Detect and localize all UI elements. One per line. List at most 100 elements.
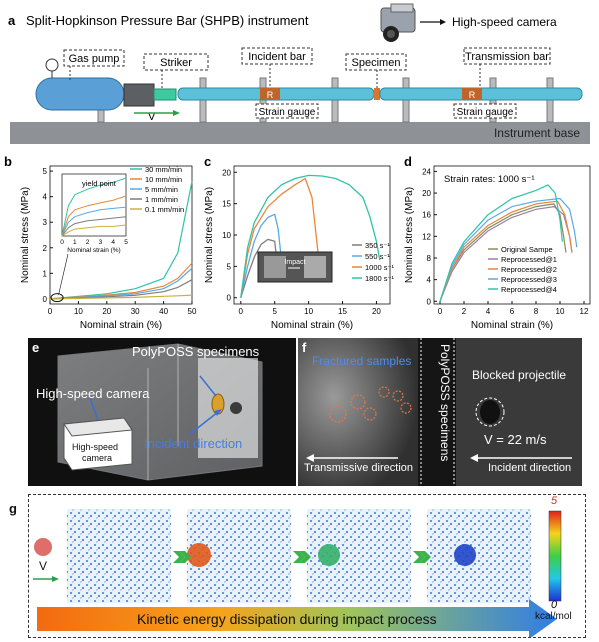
- velocity-label: V: [148, 111, 156, 123]
- transmission-bar-label: Transmission bar: [465, 51, 549, 63]
- x-tick-label: 20: [102, 307, 111, 316]
- y-tick-label: 0: [427, 297, 432, 306]
- y-tick-label: 12: [422, 232, 431, 241]
- series-line: [49, 267, 193, 300]
- striker-housing: [123, 83, 155, 107]
- snapshot-4: [427, 509, 531, 603]
- x-tick-label: 20: [372, 307, 381, 316]
- series-line: [49, 294, 193, 300]
- series-line: [439, 203, 567, 302]
- x-tick-label: 12: [580, 307, 589, 316]
- fractured-samples-label: Fractured samples: [312, 354, 412, 368]
- pressure-gauge-icon: [45, 58, 59, 72]
- y-tick-label: 4: [427, 276, 432, 285]
- panel-e: e PolyPOSS specimens High-speed camera H…: [28, 338, 296, 486]
- y-tick-label: 2: [43, 244, 48, 253]
- y-tick-label: 5: [227, 262, 232, 271]
- legend-label: Reprocessed@4: [501, 285, 557, 294]
- yield-point-annotation: yield point: [82, 179, 117, 188]
- series-line: [61, 206, 127, 237]
- y-axis-label: Nominal stress (MPa): [404, 187, 415, 283]
- camera-label: High-speed camera: [452, 15, 557, 29]
- x-tick-label: 5: [272, 307, 277, 316]
- legend-label: Reprocessed@2: [501, 265, 557, 274]
- x-axis-label: Nominal strain (%): [471, 320, 553, 331]
- chart-c: 0 5 10 15 20 0 5 10 15 20 Nominal strain (%) Nomina…: [204, 154, 394, 331]
- series-line: [61, 195, 127, 237]
- specimen-label: Specimen: [352, 57, 401, 69]
- projectile-ball: [230, 402, 242, 414]
- x-tick-label: 50: [188, 307, 197, 316]
- velocity-arrow-icon: [173, 110, 180, 116]
- panel-a-title: Split-Hopkinson Pressure Bar (SHPB) inst…: [26, 13, 309, 28]
- incident-arrow-icon: [214, 409, 222, 416]
- panel-a-letter: a: [8, 13, 16, 28]
- impact-photo-after: [304, 256, 326, 278]
- x-axis-label: Nominal strain (%): [80, 320, 162, 331]
- inset-x-axis-label: Nominal strain (%): [67, 247, 120, 254]
- y-tick-label: 3: [43, 218, 48, 227]
- legend-label: Reprocessed@1: [501, 255, 557, 264]
- strain-gauge-label-2: Strain gauge: [457, 107, 514, 118]
- gauge-mark-1: R: [267, 90, 274, 100]
- high-speed-camera-icon: [380, 3, 416, 42]
- legend-label: 1800 s⁻¹: [365, 274, 394, 283]
- x-tick-label: 10: [74, 307, 83, 316]
- incident-bar-label: Incident bar: [248, 51, 306, 63]
- zoom-pointer: [58, 253, 69, 296]
- legend-label: 1 mm/min: [145, 195, 178, 204]
- strain-gauge-1: [260, 88, 280, 100]
- incident-direction-label: Incident direction: [488, 462, 572, 474]
- panel-g-illustration: [33, 509, 562, 637]
- legend-label: 10 mm/min: [145, 175, 182, 184]
- colorbar-unit-label: kcal/mol: [535, 611, 572, 622]
- fracture-circles: [329, 386, 412, 423]
- y-tick-label: 1: [43, 269, 48, 278]
- x-tick-label: 40: [159, 307, 168, 316]
- inset-x-tick-label: 1: [73, 239, 77, 246]
- blocked-projectile-label: Blocked projectile: [472, 368, 567, 382]
- energy-arrow: [37, 599, 557, 637]
- incident-direction-label: Incident direction: [144, 436, 243, 451]
- y-axis-label: Nominal stress (MPa): [204, 187, 215, 283]
- panel-f: f Fractured samples PolyPOSS specimens B…: [298, 338, 582, 486]
- velocity-label: V: [39, 559, 48, 573]
- camera-box-line1: High-speed: [72, 442, 119, 452]
- x-axis-label: Nominal strain (%): [271, 320, 353, 331]
- y-tick-label: 24: [422, 167, 431, 176]
- panel-f-letter: f: [302, 340, 307, 355]
- specimens-label: PolyPOSS specimens: [132, 344, 260, 359]
- colorbar: [548, 510, 562, 602]
- energy-caption: Kinetic energy dissipation during impact…: [137, 611, 437, 627]
- y-tick-label: 4: [43, 193, 48, 202]
- gas-pump-label: Gas pump: [69, 53, 120, 65]
- series-line: [439, 197, 578, 302]
- incident-arrow-icon: [470, 454, 478, 462]
- x-tick-label: 0: [239, 307, 244, 316]
- gauge-mark-2: R: [469, 90, 476, 100]
- legend-label: 0.1 mm/min: [145, 205, 184, 214]
- gas-pump-tank: [35, 77, 125, 111]
- velocity-label: V = 22 m/s: [484, 432, 547, 447]
- inset-x-tick-label: 4: [111, 239, 115, 246]
- series-line: [240, 177, 320, 298]
- instrument-base: [10, 122, 590, 144]
- strain-gauge-label-1: Strain gauge: [259, 107, 316, 118]
- y-tick-label: 10: [222, 231, 231, 240]
- strain-gauge-2: [462, 88, 482, 100]
- x-tick-label: 10: [304, 307, 313, 316]
- y-tick-label: 20: [222, 168, 231, 177]
- striker-rod: [153, 88, 177, 101]
- series-line: [61, 177, 127, 237]
- base-label: Instrument base: [494, 126, 580, 140]
- legend-label: 30 mm/min: [145, 165, 182, 174]
- panel-letter: d: [404, 154, 412, 169]
- striker-label: Striker: [160, 57, 192, 69]
- x-tick-label: 30: [131, 307, 140, 316]
- x-tick-label: 8: [534, 307, 539, 316]
- legend-label: 5 mm/min: [145, 185, 178, 194]
- legend-label: Reprocessed@3: [501, 275, 557, 284]
- series-line: [240, 174, 381, 298]
- specimen-piece: [374, 88, 380, 100]
